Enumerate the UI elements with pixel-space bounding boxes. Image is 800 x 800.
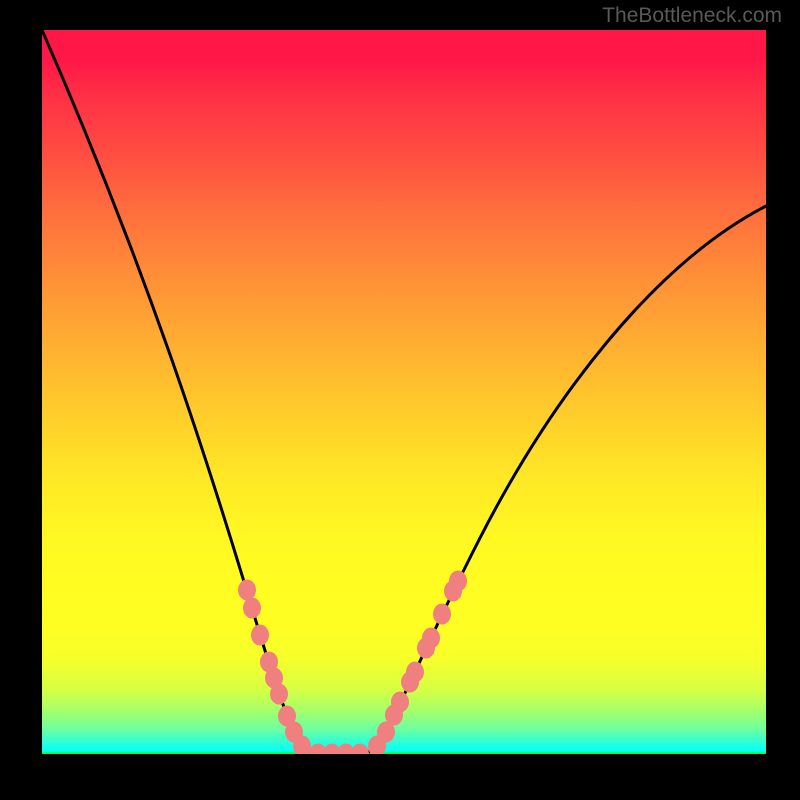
chart-plot-area — [42, 30, 766, 754]
data-marker — [243, 598, 261, 619]
data-marker — [449, 571, 467, 592]
data-marker — [406, 662, 424, 683]
data-marker — [433, 604, 451, 625]
data-marker — [238, 580, 256, 601]
watermark-text: TheBottleneck.com — [602, 4, 782, 28]
data-marker — [422, 628, 440, 649]
data-marker — [391, 692, 409, 713]
data-marker — [251, 625, 269, 646]
chart-markers-layer — [42, 30, 766, 754]
data-marker — [270, 684, 288, 705]
marker-group — [238, 571, 467, 755]
data-marker — [351, 744, 369, 755]
